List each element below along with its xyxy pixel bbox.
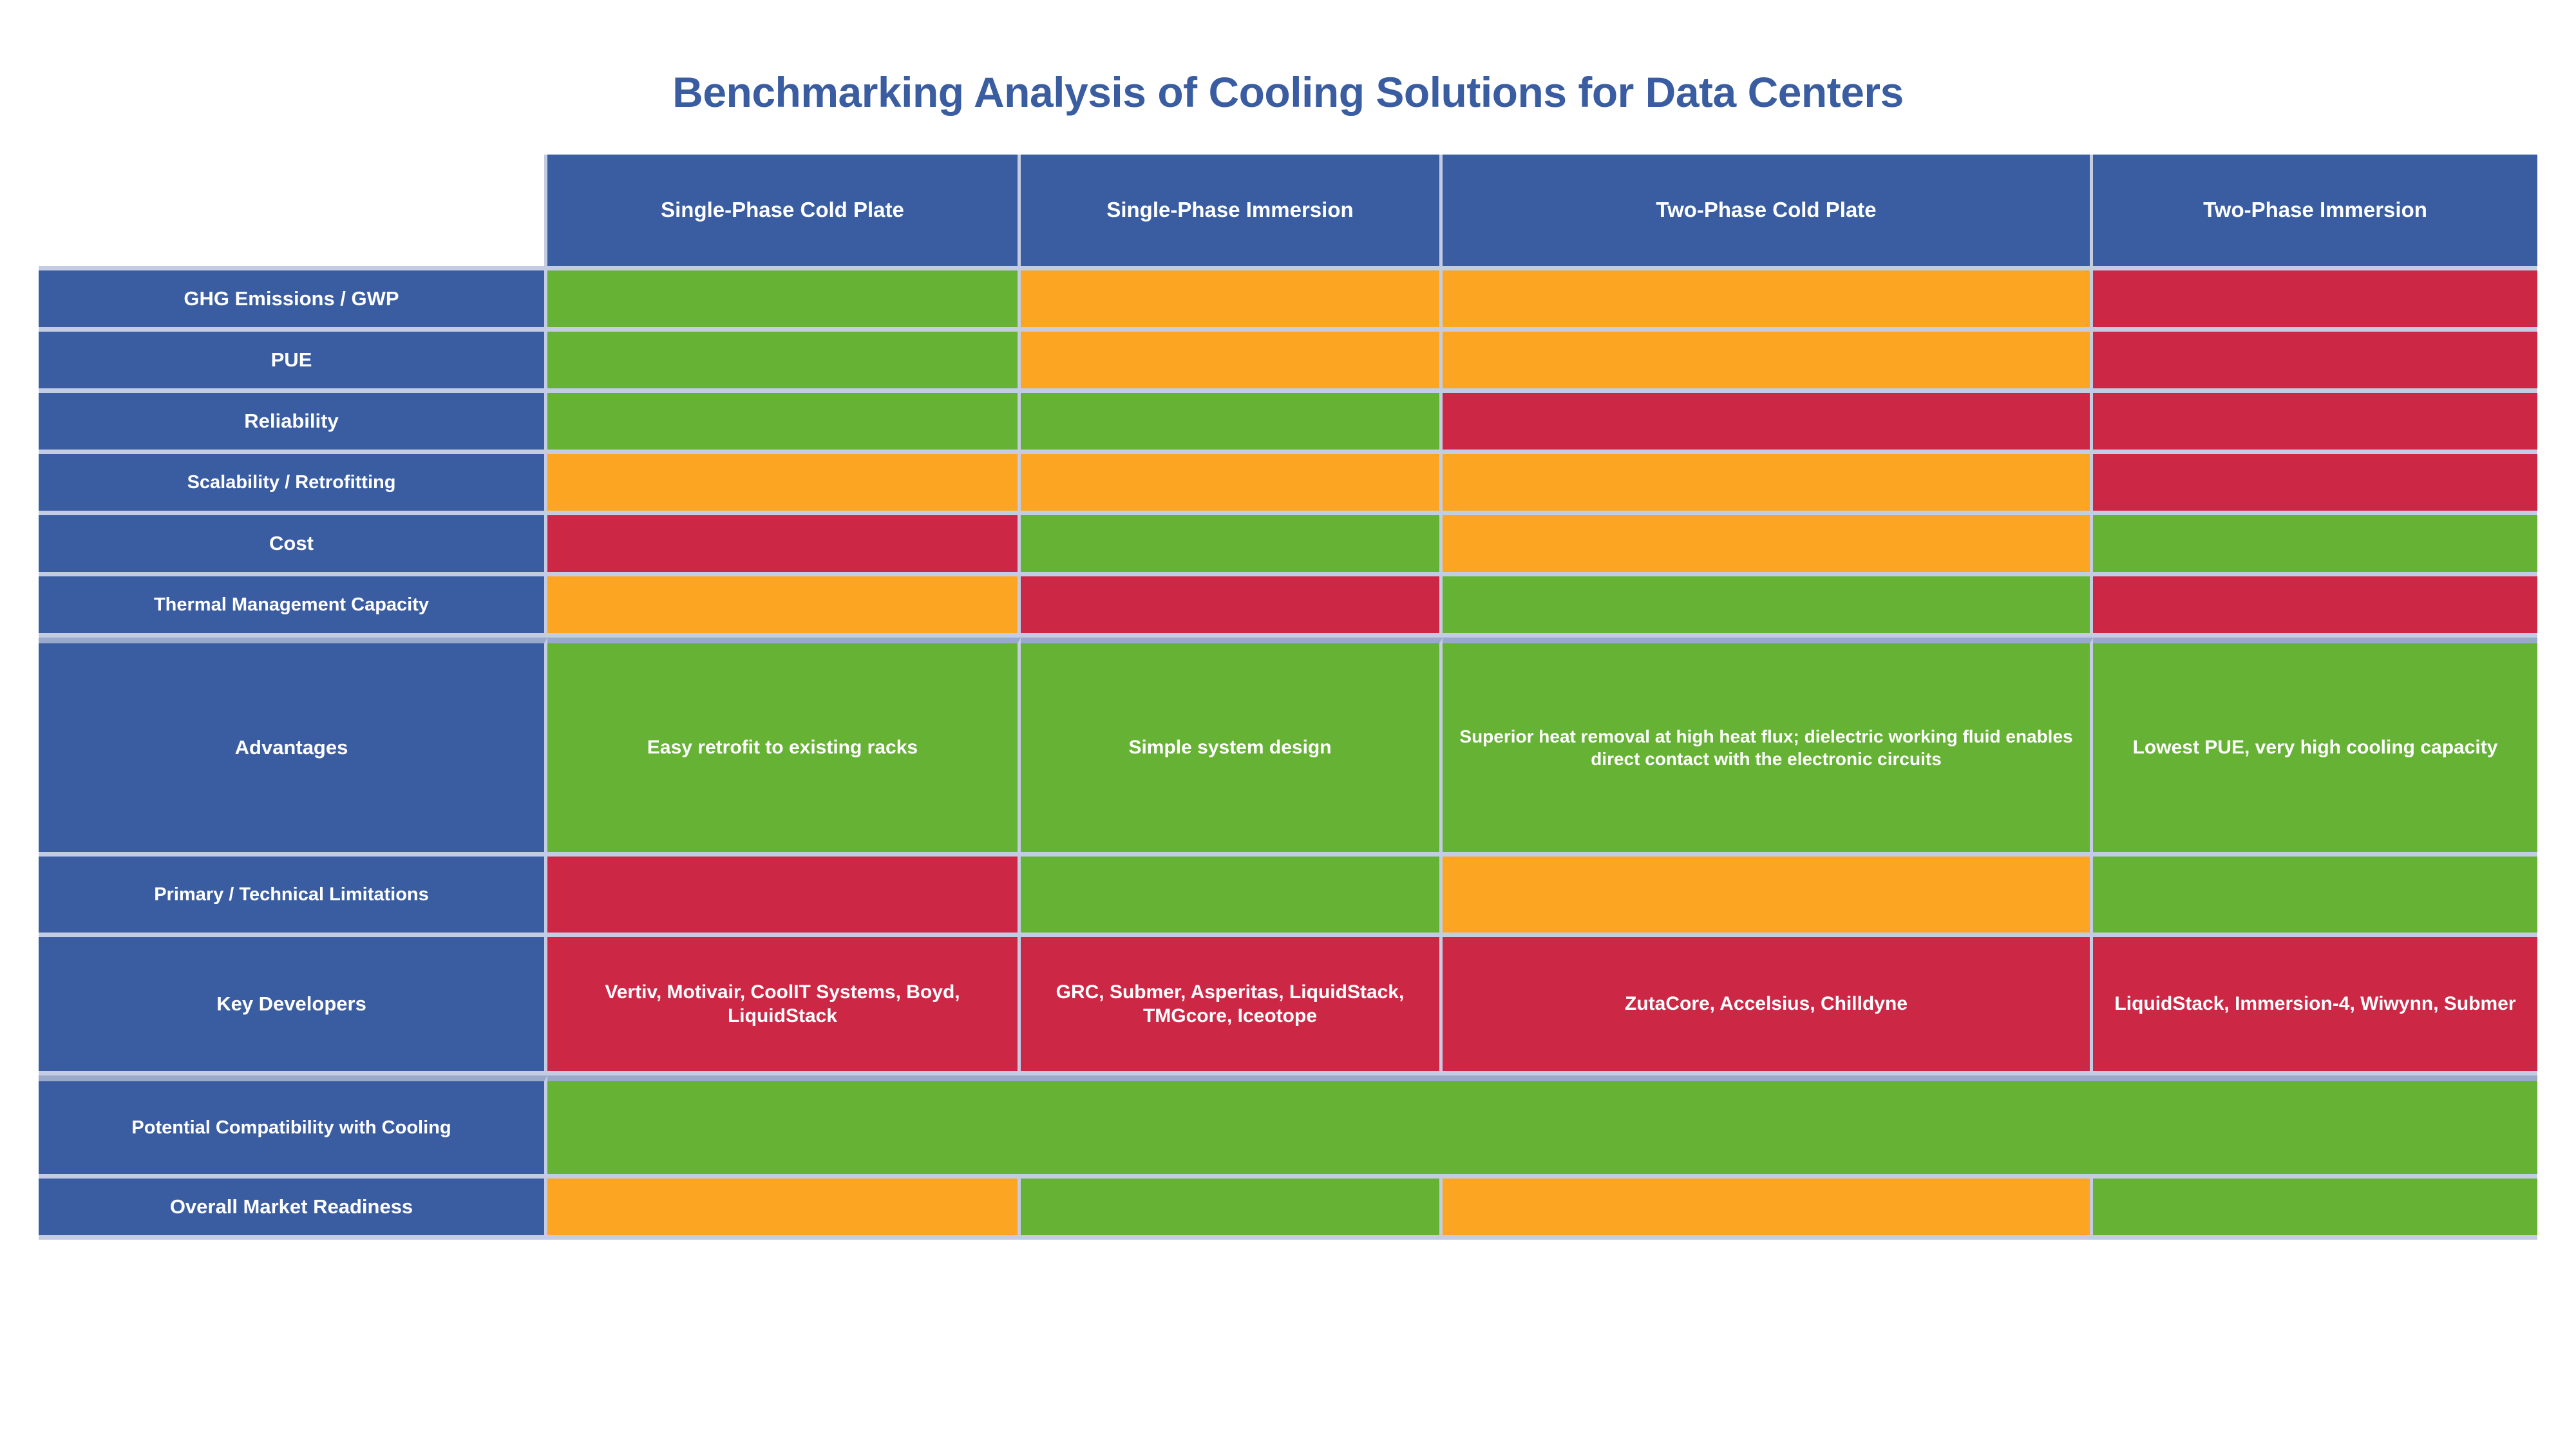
rating-cell-green <box>1021 393 1443 454</box>
cell-text: Lowest PUE, very high cooling capacity <box>2132 737 2498 759</box>
cell-text: Superior heat removal at high heat flux;… <box>1459 726 2073 769</box>
row-label: Thermal Management Capacity <box>39 576 547 638</box>
rating-cell-red: LiquidStack, Immersion-4, Wiwynn, Submer <box>2093 937 2537 1075</box>
rating-cell-green <box>547 1075 2537 1179</box>
row-label: Primary / Technical Limitations <box>39 857 547 937</box>
table-row: Cost <box>39 515 2537 576</box>
rating-cell-orange <box>1443 270 2093 332</box>
row-label: Potential Compatibility with Cooling <box>39 1075 547 1179</box>
column-header-sp-immersion: Single-Phase Immersion <box>1021 155 1443 270</box>
rating-cell-orange <box>547 454 1021 515</box>
rating-cell-green: Superior heat removal at high heat flux;… <box>1443 638 2093 857</box>
table-row: Advantages Easy retrofit to existing rack… <box>39 638 2537 857</box>
rating-cell-green <box>2093 857 2537 937</box>
row-label: Overall Market Readiness <box>39 1179 547 1240</box>
rating-cell-green: Simple system design <box>1021 638 1443 857</box>
rating-cell-green <box>1443 576 2093 638</box>
row-label: PUE <box>39 332 547 393</box>
rating-cell-orange <box>1021 332 1443 393</box>
column-header-sp-cold-plate: Single-Phase Cold Plate <box>547 155 1021 270</box>
rating-cell-red <box>2093 332 2537 393</box>
rating-cell-red <box>547 515 1021 576</box>
table-row: GHG Emissions / GWP <box>39 270 2537 332</box>
rating-cell-green: Lowest PUE, very high cooling capacity <box>2093 638 2537 857</box>
table-row: Primary / Technical Limitations <box>39 857 2537 937</box>
rating-cell-green <box>2093 1179 2537 1240</box>
rating-cell-green: Easy retrofit to existing racks <box>547 638 1021 857</box>
table-header-row: Single-Phase Cold Plate Single-Phase Imm… <box>39 155 2537 270</box>
rating-cell-red <box>2093 393 2537 454</box>
row-label: GHG Emissions / GWP <box>39 270 547 332</box>
cell-text: Simple system design <box>1128 737 1332 759</box>
rating-cell-red <box>547 857 1021 937</box>
rating-cell-orange <box>1443 1179 2093 1240</box>
row-label: Advantages <box>39 638 547 857</box>
rating-cell-red <box>2093 576 2537 638</box>
rating-cell-green <box>547 270 1021 332</box>
cell-text: ZutaCore, Accelsius, Chilldyne <box>1625 993 1908 1015</box>
table-row: Reliability <box>39 393 2537 454</box>
benchmarking-table: Single-Phase Cold Plate Single-Phase Imm… <box>39 155 2537 1240</box>
row-label: Reliability <box>39 393 547 454</box>
cell-text: Vertiv, Motivair, CoolIT Systems, Boyd, … <box>605 981 960 1027</box>
rating-cell-orange <box>1443 454 2093 515</box>
row-label: Scalability / Retrofitting <box>39 454 547 515</box>
rating-cell-green <box>1021 857 1443 937</box>
rating-cell-green <box>547 393 1021 454</box>
rating-cell-red <box>2093 270 2537 332</box>
table-row: Thermal Management Capacity <box>39 576 2537 638</box>
rating-cell-green <box>1021 1179 1443 1240</box>
cell-text: LiquidStack, Immersion-4, Wiwynn, Submer <box>2114 993 2516 1015</box>
rating-cell-orange <box>1443 332 2093 393</box>
rating-cell-green <box>2093 515 2537 576</box>
rating-cell-green <box>547 332 1021 393</box>
cell-text: GRC, Submer, Asperitas, LiquidStack, TMG… <box>1056 981 1405 1027</box>
rating-cell-orange <box>547 1179 1021 1240</box>
table-row: Key Developers Vertiv, Motivair, CoolIT S… <box>39 937 2537 1075</box>
header-logo-cell <box>39 155 547 270</box>
column-header-tp-immersion: Two-Phase Immersion <box>2093 155 2537 270</box>
rating-cell-red <box>1021 576 1443 638</box>
rating-cell-green <box>1021 515 1443 576</box>
rating-cell-orange <box>1443 515 2093 576</box>
table-row: Potential Compatibility with Cooling <box>39 1075 2537 1179</box>
rating-cell-red: ZutaCore, Accelsius, Chilldyne <box>1443 937 2093 1075</box>
table-row: Scalability / Retrofitting <box>39 454 2537 515</box>
page-title: Benchmarking Analysis of Cooling Solutio… <box>672 68 1904 116</box>
table-row: PUE <box>39 332 2537 393</box>
rating-cell-orange <box>547 576 1021 638</box>
table-row: Overall Market Readiness <box>39 1179 2537 1240</box>
row-label: Cost <box>39 515 547 576</box>
rating-cell-red: Vertiv, Motivair, CoolIT Systems, Boyd, … <box>547 937 1021 1075</box>
rating-cell-red <box>1443 393 2093 454</box>
row-label: Key Developers <box>39 937 547 1075</box>
rating-cell-red <box>2093 454 2537 515</box>
rating-cell-orange <box>1021 454 1443 515</box>
rating-cell-red: GRC, Submer, Asperitas, LiquidStack, TMG… <box>1021 937 1443 1075</box>
cell-text: Easy retrofit to existing racks <box>647 737 918 759</box>
table-body: GHG Emissions / GWP PUE Reliability Scalabi… <box>39 270 2537 1240</box>
rating-cell-orange <box>1021 270 1443 332</box>
column-header-tp-cold-plate: Two-Phase Cold Plate <box>1443 155 2093 270</box>
rating-cell-orange <box>1443 857 2093 937</box>
